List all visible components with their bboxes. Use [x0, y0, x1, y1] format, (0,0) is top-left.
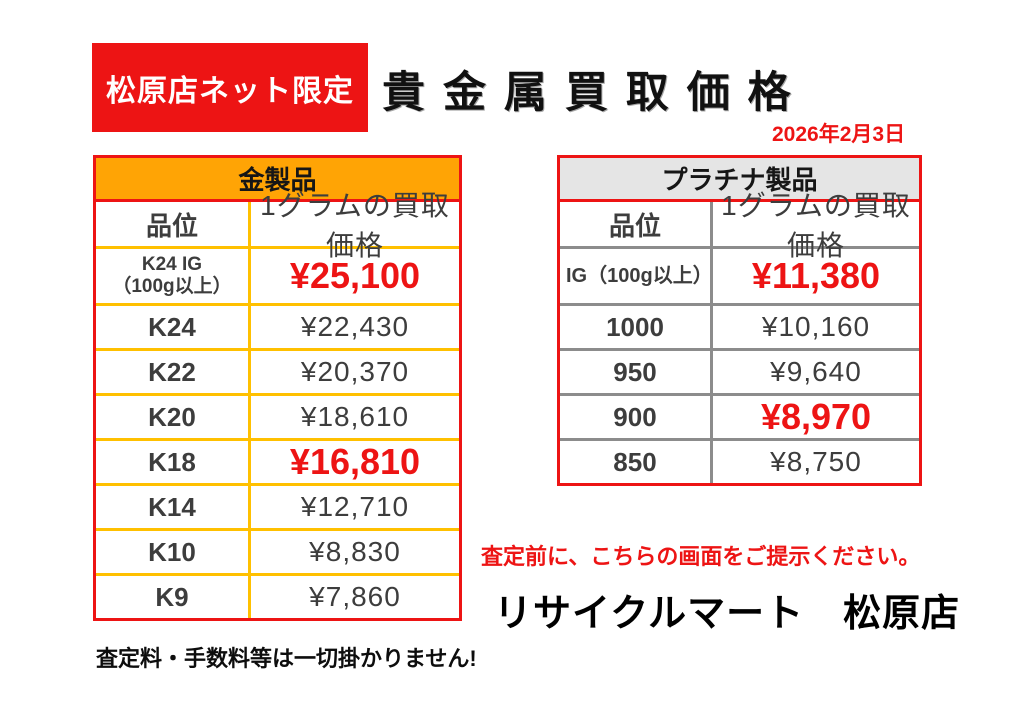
price-date: 2026年2月3日 [772, 123, 906, 146]
column-header-price: 1グラムの買取価格 [710, 190, 919, 261]
grade-cell: 1000 [606, 311, 664, 342]
grade-cell: K14 [148, 491, 196, 522]
table-row: 900 ¥8,970 [560, 393, 919, 438]
price-cell: ¥11,380 [710, 249, 919, 303]
table-row: 850 ¥8,750 [560, 438, 919, 483]
platinum-table-title: プラチナ製品 [560, 158, 919, 202]
table-row: K10 ¥8,830 [96, 528, 459, 573]
price-cell: ¥25,100 [248, 249, 459, 303]
store-limited-badge: 松原店ネット限定 [92, 43, 368, 132]
price-cell: ¥9,640 [710, 351, 919, 393]
price-cell: ¥8,830 [248, 531, 459, 573]
table-row: K22 ¥20,370 [96, 348, 459, 393]
price-cell: ¥8,750 [710, 441, 919, 483]
column-header-grade: 品位 [608, 210, 661, 241]
grade-cell: IG（100g以上） [566, 264, 713, 287]
platinum-header-row: 品位 1グラムの買取価格 [560, 190, 919, 261]
gold-price-table: 金製品 品位 1グラムの買取価格 K24 IG （100g以上） ¥25,100… [93, 155, 462, 621]
page-title: 貴 金 属 買 取 価 格 [382, 69, 794, 117]
grade-cell: K24 IG （100g以上） [96, 249, 248, 303]
grade-cell: K18 [148, 446, 196, 477]
grade-label: K24 IG [141, 254, 203, 276]
price-cell: ¥18,610 [248, 396, 459, 438]
platinum-price-table: プラチナ製品 品位 1グラムの買取価格 IG（100g以上） ¥11,380 1… [557, 155, 922, 486]
store-name: リサイクルマート 松原店 [494, 593, 961, 635]
price-cell: ¥12,710 [248, 486, 459, 528]
table-row: K24 ¥22,430 [96, 303, 459, 348]
price-cell: ¥16,810 [248, 441, 459, 483]
grade-cell: K20 [148, 401, 196, 432]
grade-cell: 850 [613, 446, 657, 477]
store-limited-badge-label: 松原店ネット限定 [106, 74, 354, 108]
no-fee-note: 査定料・手数料等は一切掛かりません! [96, 646, 477, 671]
grade-cell: K10 [148, 536, 196, 567]
grade-cell: K24 [148, 311, 196, 342]
table-row: K18 ¥16,810 [96, 438, 459, 483]
price-cell: ¥7,860 [248, 576, 459, 618]
table-row: IG（100g以上） ¥11,380 [560, 246, 919, 303]
price-cell: ¥22,430 [248, 306, 459, 348]
grade-cell: K9 [155, 581, 189, 612]
table-row: K9 ¥7,860 [96, 573, 459, 618]
column-header-price: 1グラムの買取価格 [248, 190, 459, 261]
grade-cell: K22 [148, 356, 196, 387]
table-row: 950 ¥9,640 [560, 348, 919, 393]
grade-cell: 950 [613, 356, 657, 387]
gold-table-title: 金製品 [96, 158, 459, 202]
table-row: K14 ¥12,710 [96, 483, 459, 528]
price-cell: ¥10,160 [710, 306, 919, 348]
price-cell: ¥8,970 [710, 396, 919, 438]
gold-header-row: 品位 1グラムの買取価格 [96, 190, 459, 261]
show-screen-note: 査定前に、こちらの画面をご提示ください。 [481, 544, 921, 569]
table-row: 1000 ¥10,160 [560, 303, 919, 348]
table-row: K20 ¥18,610 [96, 393, 459, 438]
grade-note: （100g以上） [112, 276, 232, 297]
table-row: K24 IG （100g以上） ¥25,100 [96, 246, 459, 303]
grade-cell: 900 [613, 401, 657, 432]
column-header-grade: 品位 [145, 210, 198, 241]
price-cell: ¥20,370 [248, 351, 459, 393]
